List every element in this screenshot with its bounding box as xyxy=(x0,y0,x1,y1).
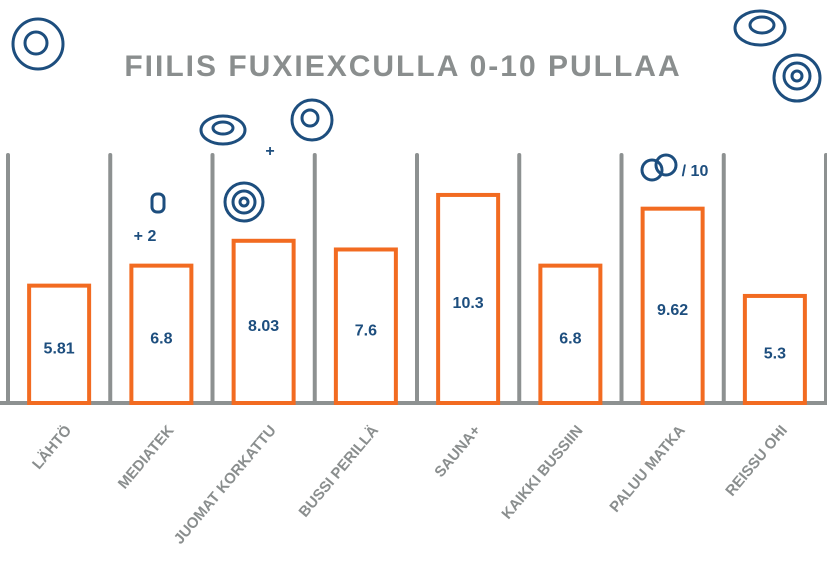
value-label: 10.3 xyxy=(453,295,484,312)
value-label: 7.6 xyxy=(355,322,377,339)
annotation: + xyxy=(265,143,274,160)
value-label: 6.8 xyxy=(150,331,172,348)
x-tick-label: REISSU OHI xyxy=(722,422,791,499)
x-tick-label: BUSSI PERILLÄ xyxy=(296,422,383,521)
annotation: + 2 xyxy=(134,228,157,245)
value-label: 5.81 xyxy=(44,341,75,358)
annotation: / 10 xyxy=(682,163,709,180)
x-tick-label: KAIKKI BUSSIIN xyxy=(498,422,586,522)
x-tick-label: MEDIATEK xyxy=(115,422,178,492)
x-tick-label: JUOMAT KORKATTU xyxy=(171,422,280,547)
value-label: 5.3 xyxy=(764,346,786,363)
chart: FIILIS FUXIEXCULLA 0-10 PULLAA 5.81 LÄHTÖ… xyxy=(0,0,827,573)
value-label: 6.8 xyxy=(559,331,581,348)
chart-title: FIILIS FUXIEXCULLA 0-10 PULLAA xyxy=(124,50,681,83)
x-tick-label: PALUU MATKA xyxy=(606,422,688,516)
x-tick-label: LÄHTÖ xyxy=(29,422,75,473)
value-label: 8.03 xyxy=(248,318,279,335)
x-tick-label: SAUNA+ xyxy=(431,422,484,481)
value-label: 9.62 xyxy=(657,302,688,319)
